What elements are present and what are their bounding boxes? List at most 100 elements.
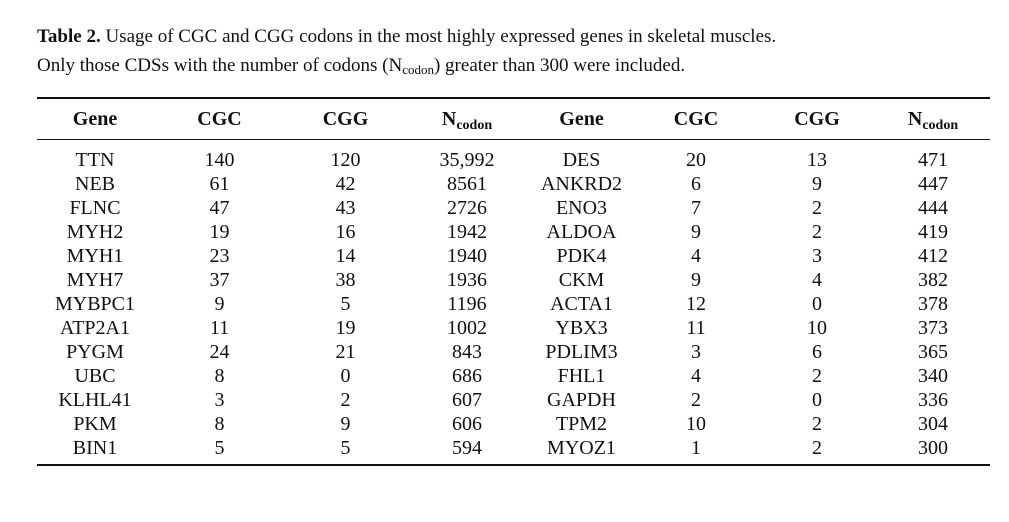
cell-cgc-2: 9 [691, 269, 701, 291]
caption-text-2a: Only those CDSs with the number of codon… [37, 55, 403, 76]
cell-cgg-2: 2 [812, 197, 822, 219]
cell-cgc-2: 12 [686, 293, 706, 315]
caption-text-1: Usage of CGC and CGG codons in the most … [100, 26, 777, 47]
cell-n-codon: 1936 [447, 269, 487, 291]
caption-text-2b: ) greater than 300 were included. [433, 55, 686, 76]
cell-n-codon-2: 447 [918, 173, 948, 195]
cell-cgg: 14 [335, 245, 356, 267]
cell-n-codon-2: 378 [918, 293, 948, 315]
header-n-sub-2: codon [922, 117, 959, 133]
cell-cgg: 120 [330, 149, 361, 171]
cell-gene-2: PDLIM3 [545, 341, 618, 363]
table-row: NEB 61 42 8561 ANKRD2 6 9 447 [37, 172, 990, 196]
cell-cgc-2: 1 [634, 436, 758, 466]
cell-n-codon: 35,992 [439, 149, 495, 171]
header-row: Gene CGC CGG Ncodon Gene CGC CGG Ncodon [37, 97, 990, 140]
cell-cgg-2: 9 [812, 173, 822, 195]
cell-gene-2: ALDOA [546, 221, 617, 243]
cell-cgg: 43 [335, 197, 356, 219]
cell-n-codon: 594 [405, 436, 529, 466]
cell-cgc: 8 [214, 365, 225, 387]
cell-n-codon: 2726 [447, 197, 487, 219]
table-row: MYH7 37 38 1936 CKM 9 4 382 [37, 268, 990, 292]
cell-cgc: 5 [153, 436, 286, 466]
cell-cgc-2: 3 [691, 341, 701, 363]
cell-gene-2: DES [562, 149, 601, 171]
cell-cgg-2: 13 [807, 149, 827, 171]
cell-cgc-2: 10 [686, 413, 706, 435]
cell-gene: FLNC [69, 197, 121, 219]
cell-gene: MYH7 [66, 269, 124, 291]
cell-cgc-2: 7 [691, 197, 701, 219]
cell-gene: PKM [73, 413, 117, 435]
cell-n-codon-2: 336 [918, 389, 948, 411]
cell-gene: ATP2A1 [59, 317, 130, 339]
cell-gene: MYBPC1 [54, 293, 136, 315]
cell-gene: UBC [74, 365, 116, 387]
cell-n-codon: 1940 [447, 245, 487, 267]
cell-cgc: 61 [209, 173, 230, 195]
cell-cgg: 19 [335, 317, 356, 339]
table-row: BIN1 5 5 594 MYOZ1 1 2 300 [37, 436, 990, 466]
cell-n-codon: 1942 [447, 221, 487, 243]
cell-cgc: 11 [209, 317, 230, 339]
table-row: PKM 8 9 606 TPM2 10 2 304 [37, 412, 990, 436]
cell-gene: NEB [75, 173, 115, 195]
table-caption: Table 2. Usage of CGC and CGG codons in … [37, 22, 997, 80]
cell-n-codon-2: 340 [918, 365, 948, 387]
cell-gene-2: FHL1 [557, 365, 606, 387]
cell-gene: TTN [75, 149, 115, 171]
table-row: UBC 8 0 686 FHL1 4 2 340 [37, 364, 990, 388]
table-label: Table 2. [37, 26, 101, 47]
cell-n-codon-2: 419 [918, 221, 948, 243]
cell-cgg: 38 [335, 269, 356, 291]
cell-cgc: 140 [204, 149, 235, 171]
cell-n-codon-2: 304 [918, 413, 948, 435]
caption-line-2: Only those CDSs with the number of codon… [37, 51, 997, 80]
cell-gene-2: ENO3 [555, 197, 608, 219]
cell-cgc: 24 [209, 341, 230, 363]
cell-gene-2: ACTA1 [550, 293, 613, 315]
cell-cgc-2: 11 [686, 317, 706, 339]
cell-cgg-2: 0 [812, 389, 822, 411]
cell-cgg: 9 [340, 413, 351, 435]
cell-cgc: 19 [209, 221, 230, 243]
table-row: PYGM 24 21 843 PDLIM3 3 6 365 [37, 340, 990, 364]
header-n-codon-2: Ncodon [876, 97, 990, 140]
cell-gene: MYH1 [66, 245, 124, 267]
cell-cgg-2: 2 [812, 365, 822, 387]
cell-cgg: 5 [286, 436, 405, 466]
header-gene: Gene [37, 97, 153, 140]
cell-cgc-2: 20 [686, 149, 706, 171]
cell-n-codon: 606 [452, 413, 482, 435]
cell-gene-2: MYOZ1 [529, 436, 634, 466]
cell-gene-2: GAPDH [547, 389, 616, 411]
table-header: Gene CGC CGG Ncodon Gene CGC CGG Ncodon [37, 97, 990, 140]
table-body: TTN 140 120 35,992 DES 20 13 471 NEB 61 42 8561 ANKR… [37, 140, 990, 466]
cell-cgc: 3 [214, 389, 225, 411]
cell-n-codon-2: 365 [918, 341, 948, 363]
cell-cgc: 8 [214, 413, 225, 435]
cell-cgg: 0 [340, 365, 351, 387]
table-row: KLHL41 3 2 607 GAPDH 2 0 336 [37, 388, 990, 412]
cell-cgg: 42 [335, 173, 356, 195]
header-cgg: CGG [286, 97, 405, 140]
cell-cgg-2: 2 [758, 436, 876, 466]
cell-n-codon-2: 444 [918, 197, 948, 219]
cell-gene-2: TPM2 [555, 413, 608, 435]
caption-line-1: Table 2. Usage of CGC and CGG codons in … [37, 22, 997, 51]
cell-cgc: 23 [209, 245, 230, 267]
cell-cgc: 37 [209, 269, 230, 291]
table-row: FLNC 47 43 2726 ENO3 7 2 444 [37, 196, 990, 220]
cell-n-codon-2: 373 [918, 317, 948, 339]
cell-cgc-2: 6 [691, 173, 701, 195]
cell-cgg-2: 2 [812, 221, 822, 243]
cell-n-codon: 8561 [447, 173, 487, 195]
cell-cgg: 2 [340, 389, 351, 411]
cell-n-codon: 843 [452, 341, 482, 363]
header-n-codon: Ncodon [405, 97, 529, 140]
cell-cgg: 5 [340, 293, 351, 315]
cell-n-codon-2: 471 [918, 149, 948, 171]
cell-gene: PYGM [66, 341, 124, 363]
header-gene-2: Gene [529, 97, 634, 140]
